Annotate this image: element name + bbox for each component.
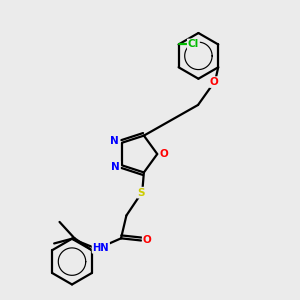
Text: O: O [210,77,218,87]
Text: HN: HN [92,243,109,253]
Text: Cl: Cl [188,39,199,50]
Text: O: O [143,236,152,245]
Text: N: N [110,136,119,146]
Text: S: S [137,188,145,198]
Text: N: N [111,162,120,172]
Text: O: O [160,149,168,159]
